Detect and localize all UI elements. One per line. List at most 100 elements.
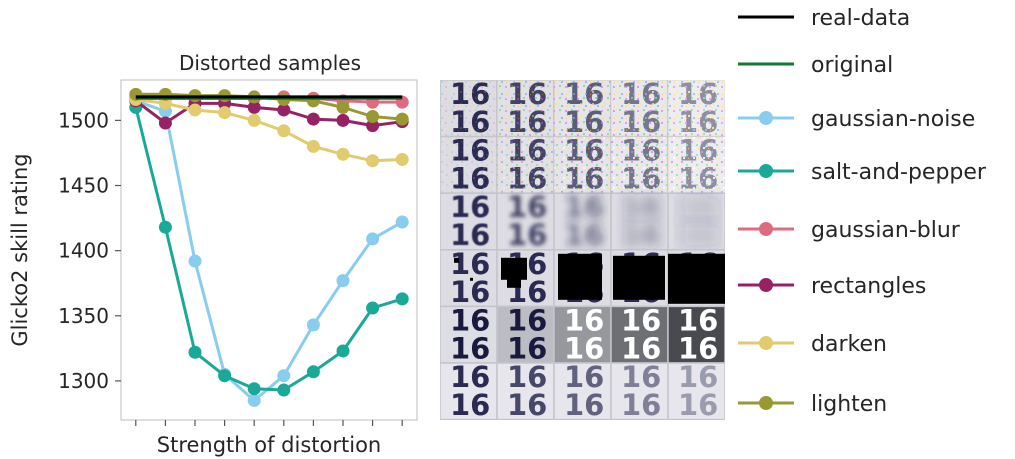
noise-haze <box>668 80 725 137</box>
y-tick-label: 1500 <box>58 108 109 132</box>
sample-glyph: 16 <box>450 303 490 337</box>
sample-glyph: 16 <box>678 190 718 224</box>
sample-glyph: 16 <box>564 218 604 252</box>
data-point <box>366 301 380 315</box>
occlusion-rect <box>558 253 602 300</box>
sample-glyph: 16 <box>450 190 490 224</box>
noise-haze <box>554 80 611 137</box>
noise-overlay <box>668 136 725 194</box>
sample-glyph: 16 <box>450 360 490 394</box>
legend-marker <box>759 222 773 236</box>
sample-glyph: 16 <box>621 331 661 365</box>
series-layer <box>129 87 409 407</box>
sample-tile <box>553 305 612 364</box>
data-point <box>306 139 320 153</box>
noise-haze <box>668 136 725 194</box>
noise-overlay <box>440 80 497 137</box>
sample-tile <box>667 305 725 364</box>
data-point <box>277 103 291 117</box>
data-point <box>247 393 261 407</box>
sample-glyph: 16 <box>621 190 661 224</box>
sample-glyph: 16 <box>564 303 604 337</box>
noise-overlay <box>554 136 611 194</box>
series-darken <box>129 93 409 168</box>
sample-glyph: 16 <box>507 360 547 394</box>
legend-label: gaussian-noise <box>811 107 975 132</box>
occlusion-rect <box>613 255 665 300</box>
sample-tile <box>667 362 725 420</box>
sample-tile <box>496 305 555 364</box>
sample-tile <box>610 305 669 364</box>
sample-tile <box>440 249 498 308</box>
data-point <box>247 113 261 127</box>
y-tick-label: 1450 <box>58 174 109 198</box>
sample-glyph: 16 <box>564 331 604 365</box>
sample-tile <box>496 362 555 420</box>
legend-label: original <box>811 53 893 78</box>
data-point <box>158 96 172 110</box>
sample-glyph: 16 <box>621 360 661 394</box>
data-point <box>247 382 261 396</box>
legend-marker <box>759 278 773 292</box>
legend-entry-rectangles: rectangles <box>738 274 926 299</box>
data-point <box>336 147 350 161</box>
data-point <box>336 113 350 127</box>
sample-glyph: 16 <box>621 388 661 422</box>
data-point <box>395 215 409 229</box>
noise-haze <box>497 80 554 137</box>
data-point <box>188 345 202 359</box>
noise-overlay <box>611 136 668 194</box>
data-point <box>395 112 409 126</box>
distorted-samples-image-grid: 1616161616161616161616161616161616161616… <box>440 80 725 422</box>
sample-tile <box>667 192 725 251</box>
legend-label: rectangles <box>811 274 926 299</box>
legend-entry-gaussian-noise: gaussian-noise <box>738 107 975 132</box>
data-point <box>336 274 350 288</box>
series-line <box>134 107 403 392</box>
data-point <box>366 109 380 123</box>
occlusion-rect <box>470 277 473 281</box>
noise-overlay <box>668 80 725 137</box>
legend-marker <box>759 111 773 125</box>
occlusion-rect <box>501 257 527 280</box>
sample-tile <box>496 192 555 251</box>
sample-glyph: 16 <box>678 388 718 422</box>
noise-haze <box>611 136 668 194</box>
plot-frame <box>120 79 418 421</box>
sample-glyph: 16 <box>678 360 718 394</box>
sample-glyph: 16 <box>450 388 490 422</box>
data-point <box>366 232 380 246</box>
legend-label: gaussian-blur <box>811 218 961 243</box>
sample-glyph: 16 <box>564 388 604 422</box>
noise-haze <box>611 80 668 137</box>
sample-glyph: 16 <box>678 218 718 252</box>
data-point <box>306 318 320 332</box>
occlusion-rect <box>668 253 725 304</box>
sample-glyph: 16 <box>564 360 604 394</box>
sample-glyph: 16 <box>678 303 718 337</box>
series-salt-and-pepper <box>129 100 409 397</box>
data-point <box>395 292 409 306</box>
data-point <box>277 383 291 397</box>
legend-marker <box>759 396 773 410</box>
legend: real-data original gaussian-noise salt-and-… <box>738 6 987 417</box>
